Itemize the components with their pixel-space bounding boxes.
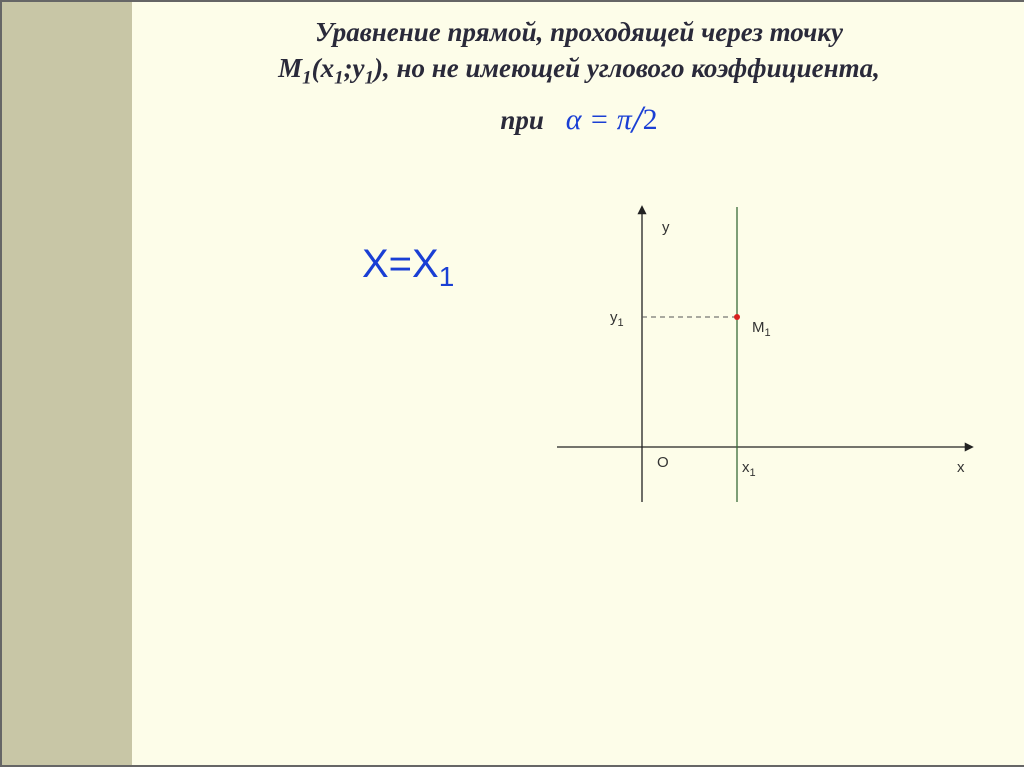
title-m: M <box>278 53 302 83</box>
title-line-3: при α = π/2 <box>132 91 1024 144</box>
sidebar <box>2 2 132 765</box>
svg-text:O: O <box>657 454 669 471</box>
content-area: Уравнение прямой, проходящей через точку… <box>132 2 1024 765</box>
slash-symbol: / <box>632 98 643 141</box>
title-x1-sub: 1 <box>334 68 343 89</box>
slide-title: Уравнение прямой, проходящей через точку… <box>132 2 1024 144</box>
title-line-2: M1(x1;y1), но не имеющей углового коэффи… <box>132 50 1024 91</box>
svg-text:x1: x1 <box>742 459 756 479</box>
two-symbol: 2 <box>643 103 658 136</box>
title-line-1: Уравнение прямой, проходящей через точку <box>132 14 1024 50</box>
svg-text:y1: y1 <box>610 309 624 329</box>
slide: Уравнение прямой, проходящей через точку… <box>0 0 1024 767</box>
title-y1-sub: 1 <box>365 68 374 89</box>
coordinate-diagram: y x Oy1 x1 M1 <box>552 202 992 522</box>
title-paren-open: (x <box>312 53 335 83</box>
title-pri: при <box>500 105 544 135</box>
svg-text:M1: M1 <box>752 319 771 339</box>
equation-sub: 1 <box>439 261 455 292</box>
svg-text:x: x <box>957 459 965 476</box>
title-mid: ;y <box>344 53 365 83</box>
title-suffix: ), но не имеющей углового коэффициента, <box>374 53 880 83</box>
alpha-formula: α = π/2 <box>551 103 658 136</box>
main-equation: X=X1 <box>362 242 454 293</box>
title-m-sub: 1 <box>302 68 311 89</box>
equation-lhs: X=X <box>362 242 439 286</box>
alpha-equals: = <box>581 103 616 136</box>
alpha-symbol: α <box>566 103 582 136</box>
pi-symbol: π <box>617 103 632 136</box>
svg-text:y: y <box>662 219 670 236</box>
diagram-svg: y x Oy1 x1 M1 <box>552 202 992 522</box>
